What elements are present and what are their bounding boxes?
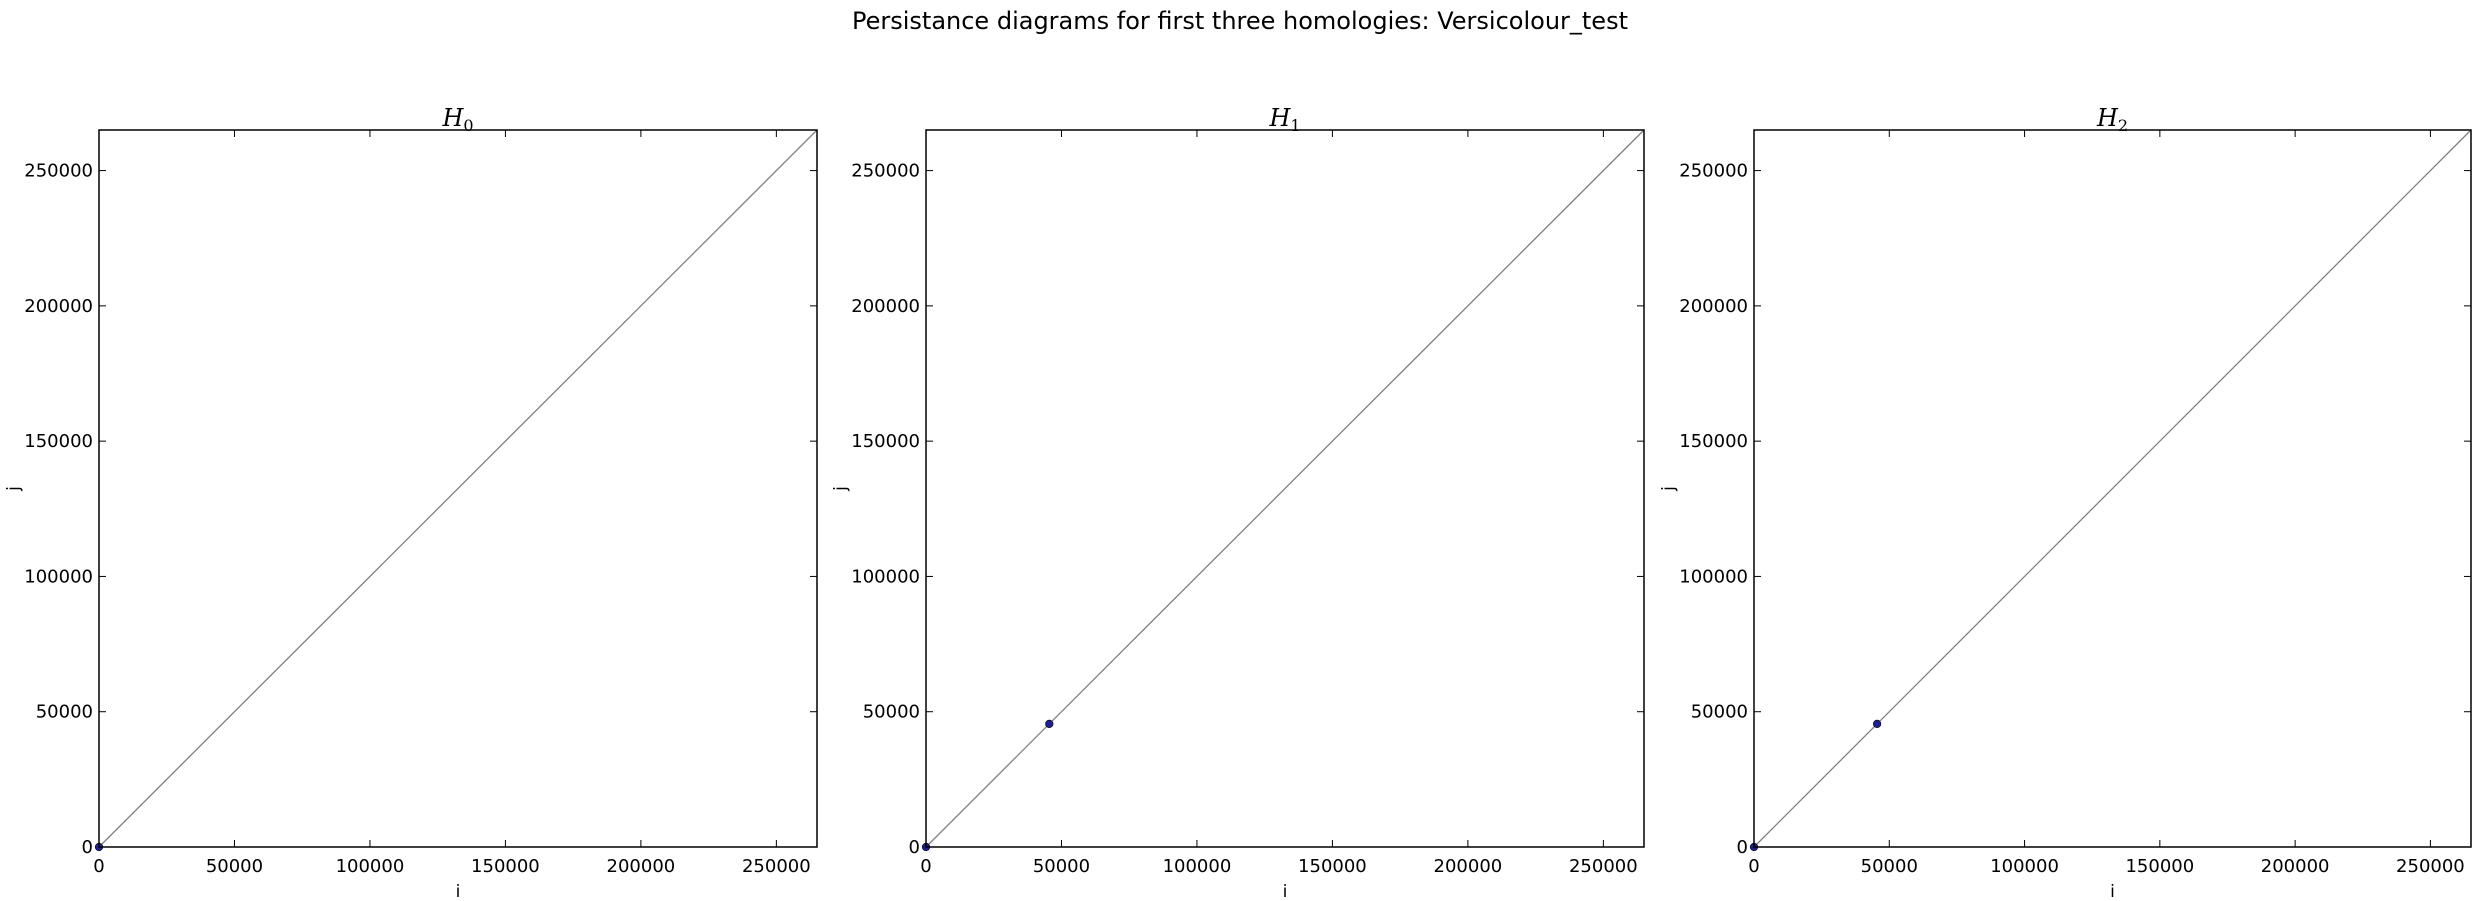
diagonal-line	[925, 129, 1645, 848]
x-tick-label: 100000	[1163, 856, 1232, 877]
x-tick-label: 0	[920, 856, 931, 877]
y-tick-label: 150000	[24, 431, 93, 452]
y-tick-label: 100000	[851, 566, 920, 587]
y-tick-label: 50000	[863, 702, 920, 723]
panel-1: 0 50000 100000 150000 200000 250000 0 50000 1000…	[831, 104, 1645, 901]
data-point-1	[1045, 719, 1054, 728]
x-tick-label: 250000	[742, 856, 811, 877]
panel-title-subscript: 2	[2118, 116, 2128, 135]
y-tick-label: 50000	[1691, 702, 1748, 723]
x-tick-label: 150000	[1298, 856, 1367, 877]
y-tick-label: 250000	[24, 161, 93, 182]
y-tick-label: 200000	[851, 296, 920, 317]
panel-title-main: H	[441, 104, 464, 132]
x-tick-label: 200000	[1434, 856, 1503, 877]
x-tick-label: 200000	[2261, 856, 2330, 877]
y-tick-label: 200000	[24, 296, 93, 317]
y-tick-label: 250000	[851, 161, 920, 182]
panel-title: H2	[2096, 104, 2128, 135]
axes-frame	[925, 129, 1645, 848]
y-tick-label: 200000	[1679, 296, 1748, 317]
x-tick-label: 50000	[1861, 856, 1918, 877]
x-tick-label: 200000	[607, 856, 676, 877]
y-tick-label: 0	[82, 837, 93, 858]
panel-title-subscript: 0	[463, 116, 473, 135]
y-axis-label: j	[1659, 486, 1679, 492]
x-tick-label: 150000	[2125, 856, 2194, 877]
x-tick-label: 100000	[336, 856, 405, 877]
y-axis-label: j	[4, 486, 24, 492]
y-tick-label: 100000	[1679, 566, 1748, 587]
panel-title-subscript: 1	[1290, 116, 1300, 135]
y-tick-label: 150000	[851, 431, 920, 452]
x-axis-label: i	[456, 882, 461, 901]
panel-title: H0	[441, 104, 473, 135]
panel-0: 0 50000 100000 150000 200000 250000 0 50000 1000…	[4, 104, 818, 901]
panel-2: 0 50000 100000 150000 200000 250000 0 50000 1000…	[1659, 104, 2472, 901]
x-tick-label: 50000	[206, 856, 263, 877]
panel-title-main: H	[2096, 104, 2119, 132]
y-tick-label: 0	[909, 837, 920, 858]
x-tick-label: 0	[1748, 856, 1759, 877]
x-axis-label: i	[2110, 882, 2115, 901]
x-tick-label: 150000	[471, 856, 540, 877]
x-tick-label: 50000	[1033, 856, 1090, 877]
panel-title-main: H	[1268, 104, 1291, 132]
panel-title: H1	[1268, 104, 1300, 135]
axes-frame	[98, 129, 818, 848]
x-axis-label: i	[1283, 882, 1288, 901]
y-tick-label: 250000	[1679, 161, 1748, 182]
x-tick-label: 0	[93, 856, 104, 877]
y-tick-label: 150000	[1679, 431, 1748, 452]
y-tick-label: 50000	[36, 702, 93, 723]
data-point-1	[1873, 719, 1882, 728]
figure-title: Persistance diagrams for first three hom…	[852, 7, 1628, 35]
panels: 0 50000 100000 150000 200000 2500000500001000…	[4, 104, 2472, 901]
diagonal-line	[1753, 129, 2472, 848]
y-axis-label: j	[831, 486, 851, 492]
y-tick-label: 100000	[24, 566, 93, 587]
x-tick-label: 250000	[2396, 856, 2465, 877]
x-tick-label: 100000	[1990, 856, 2059, 877]
diagonal-line	[98, 129, 818, 848]
axes-frame	[1753, 129, 2472, 848]
y-tick-label: 0	[1737, 837, 1748, 858]
x-tick-label: 250000	[1569, 856, 1638, 877]
